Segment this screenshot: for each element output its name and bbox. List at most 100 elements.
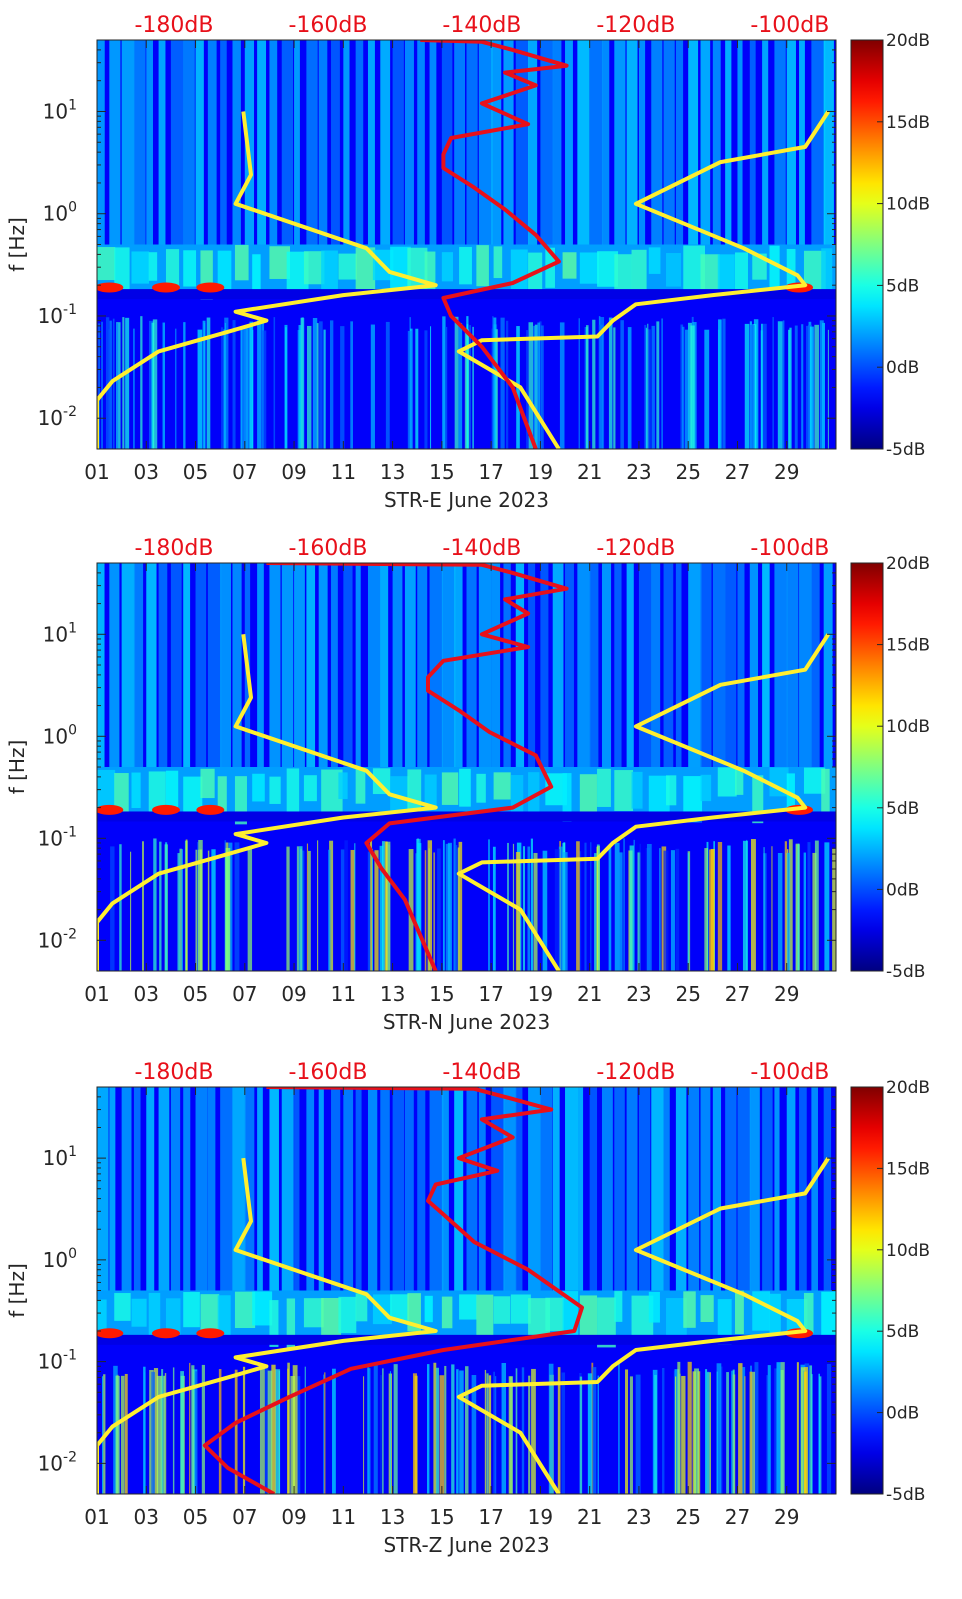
colorbar-tick-label: 0dB [886, 1404, 919, 1424]
colorbar-tick-label: 5dB [886, 799, 919, 819]
top-db-tick-label: -140dB [442, 536, 521, 561]
yellow-curve-1 [456, 110, 830, 449]
y-axis-label: f [Hz] [5, 217, 29, 272]
x-tick-label: 19 [528, 982, 553, 1006]
top-db-tick-label: -100dB [750, 13, 829, 38]
top-db-tick-label: -140dB [442, 1060, 521, 1085]
colorbar-tick-label: -5dB [886, 1485, 925, 1505]
top-db-tick-label: -120dB [596, 536, 675, 561]
top-db-tick-label: -160dB [288, 1060, 367, 1085]
x-tick-label: 05 [183, 982, 208, 1006]
colorbar-tick-label: 20dB [886, 554, 930, 574]
colorbar-tick-label: 0dB [886, 358, 919, 378]
top-db-tick-label: -120dB [596, 13, 675, 38]
x-tick-label: 01 [84, 1505, 109, 1529]
y-tick-label: 10-2 [38, 404, 77, 430]
colorbar-tick-label: 15dB [886, 1159, 930, 1179]
top-db-tick-label: -160dB [288, 13, 367, 38]
colorbar-tick-label: 10dB [886, 1241, 930, 1261]
x-tick-label: 05 [183, 460, 208, 484]
top-db-tick-label: -100dB [750, 1060, 829, 1085]
colorbar-tick-label: 5dB [886, 1322, 919, 1342]
red-curve-2 [266, 563, 569, 971]
x-tick-label: 07 [232, 982, 257, 1006]
colorbar-tick-label: -5dB [886, 962, 925, 982]
colorbar [850, 1086, 884, 1495]
colorbar-tick-label: 0dB [886, 880, 919, 900]
x-tick-label: 23 [626, 982, 651, 1006]
colorbar-tick-label: 10dB [886, 717, 930, 737]
top-db-tick-label: -180dB [134, 536, 213, 561]
x-tick-label: 19 [528, 1505, 553, 1529]
yellow-curve-0 [97, 1157, 438, 1494]
y-tick-label: 10-2 [38, 926, 77, 952]
y-tick-label: 10-2 [38, 1449, 77, 1475]
x-tick-label: 17 [478, 460, 503, 484]
x-tick-label: 19 [528, 460, 553, 484]
x-tick-label: 03 [134, 982, 159, 1006]
top-db-tick-label: -140dB [442, 13, 521, 38]
colorbar [850, 562, 884, 972]
y-tick-label: 10-1 [38, 824, 77, 850]
x-tick-label: 25 [675, 982, 700, 1006]
x-tick-label: 01 [84, 460, 109, 484]
x-tick-label: 09 [281, 982, 306, 1006]
colorbar-tick-label: -5dB [886, 440, 925, 460]
yellow-curve-1 [456, 633, 830, 971]
yellow-curve-0 [97, 634, 438, 971]
x-tick-label: 17 [478, 982, 503, 1006]
colorbar-tick-label: 15dB [886, 636, 930, 656]
x-tick-label: 11 [331, 1505, 356, 1529]
top-db-tick-label: -180dB [134, 13, 213, 38]
colorbar-tick-label: 20dB [886, 1078, 930, 1098]
colorbar-tick-label: 10dB [886, 195, 930, 215]
y-tick-label: 10-1 [38, 302, 77, 328]
spectrogram-image [97, 563, 836, 971]
x-tick-label: 27 [725, 1505, 750, 1529]
top-db-tick-label: -180dB [134, 1060, 213, 1085]
x-tick-label: 13 [380, 460, 405, 484]
colorbar-tick-label: 15dB [886, 113, 930, 133]
x-tick-label: 21 [577, 460, 602, 484]
x-axis-label: STR-Z June 2023 [383, 1533, 549, 1557]
red-curve-2 [420, 40, 569, 449]
x-tick-label: 17 [478, 1505, 503, 1529]
x-tick-label: 25 [675, 460, 700, 484]
x-tick-label: 13 [380, 982, 405, 1006]
colorbar-tick-label: 5dB [886, 276, 919, 296]
x-tick-label: 05 [183, 1505, 208, 1529]
x-tick-label: 15 [429, 1505, 454, 1529]
yellow-curve-0 [97, 111, 438, 449]
y-axis-label: f [Hz] [5, 1263, 29, 1318]
yellow-curve-1 [456, 1157, 830, 1494]
y-tick-label: 100 [43, 722, 77, 748]
panel-str-z: 01 03 05 07 09 11 13 15 17 19 21 23 25 27 29 STR-Z June… [5, 1060, 930, 1557]
y-tick-label: 101 [43, 97, 77, 123]
x-tick-label: 25 [675, 1505, 700, 1529]
red-curve-2 [202, 1087, 584, 1494]
y-tick-label: 10-1 [38, 1348, 77, 1374]
x-tick-label: 03 [134, 1505, 159, 1529]
x-tick-label: 11 [331, 982, 356, 1006]
spectrogram-image [97, 1087, 836, 1494]
x-tick-label: 15 [429, 982, 454, 1006]
y-tick-label: 101 [43, 620, 77, 646]
y-tick-label: 100 [43, 1246, 77, 1272]
x-tick-label: 29 [774, 460, 799, 484]
colorbar-tick-label: 20dB [886, 31, 930, 51]
y-tick-label: 100 [43, 200, 77, 226]
colorbar [850, 39, 884, 450]
x-tick-label: 23 [626, 460, 651, 484]
x-tick-label: 07 [232, 460, 257, 484]
top-db-tick-label: -160dB [288, 536, 367, 561]
top-db-tick-label: -120dB [596, 1060, 675, 1085]
top-db-tick-label: -100dB [750, 536, 829, 561]
x-tick-label: 29 [774, 982, 799, 1006]
x-axis-label: STR-E June 2023 [384, 488, 549, 512]
y-axis-label: f [Hz] [5, 740, 29, 795]
x-tick-label: 21 [577, 1505, 602, 1529]
panel-str-e: 01 03 05 07 09 11 13 15 17 19 21 23 25 27 29 STR-E June… [5, 13, 930, 512]
x-tick-label: 23 [626, 1505, 651, 1529]
x-tick-label: 15 [429, 460, 454, 484]
